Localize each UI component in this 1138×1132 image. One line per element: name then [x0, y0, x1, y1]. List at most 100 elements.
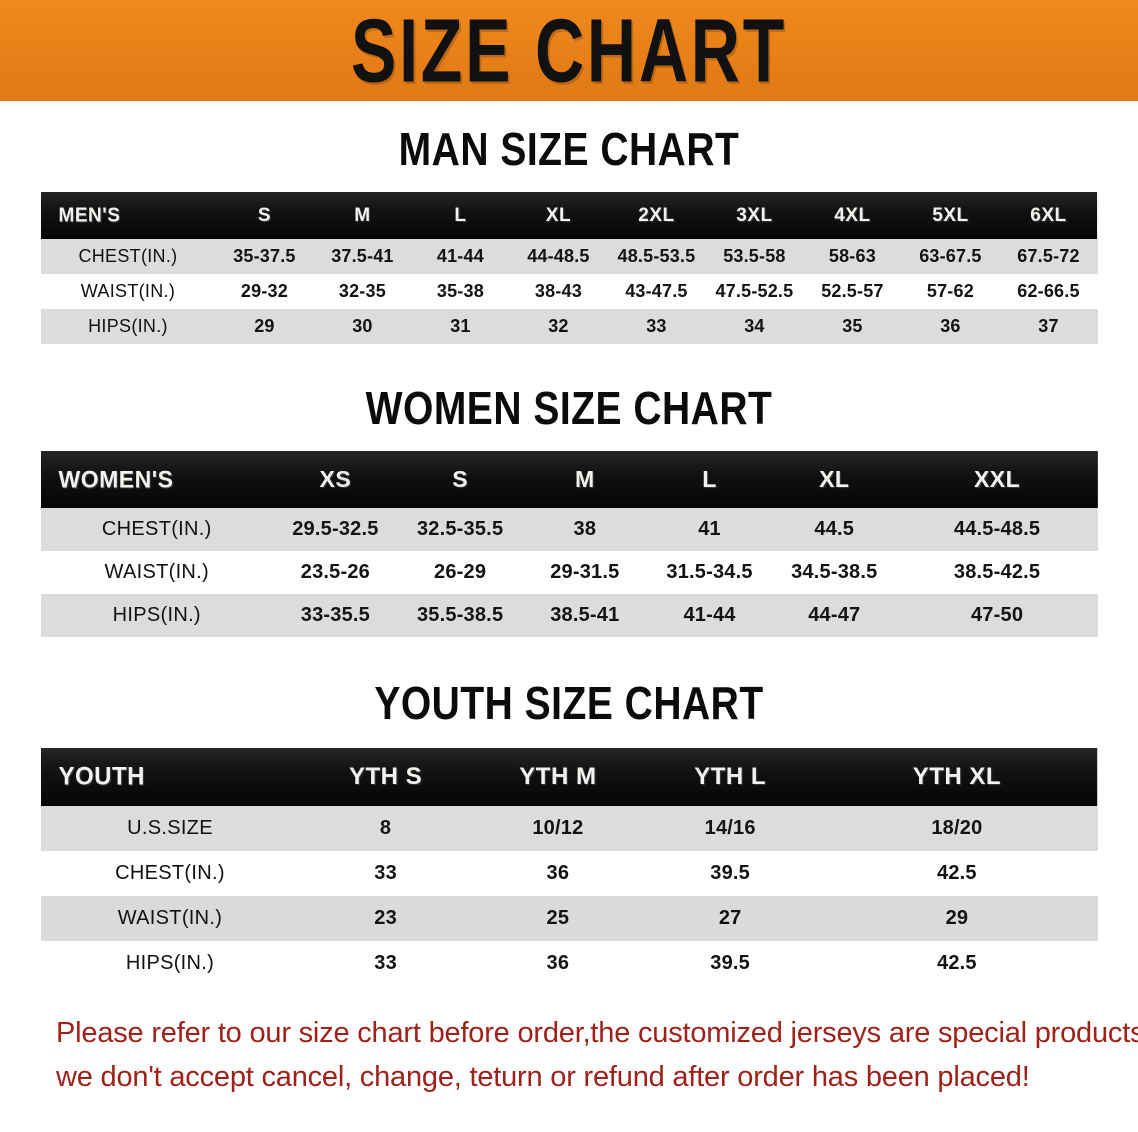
- women-cell-2-1: 35.5-38.5: [416, 604, 504, 626]
- youth-corner-label: YOUTH: [58, 762, 145, 791]
- man-section-title: MAN SIZE CHART: [398, 125, 740, 176]
- women-col-header-4: XL: [819, 466, 850, 492]
- man-cell-1-7: 57-62: [926, 281, 974, 301]
- women-col-header-2: M: [574, 466, 595, 492]
- women-cell-0-1: 32.5-35.5: [416, 518, 504, 540]
- women-corner-label: WOMEN'S: [58, 465, 174, 493]
- banner-title: SIZE CHART: [350, 0, 788, 101]
- youth-header-row: YOUTH YTH S YTH M YTH L YTH XL: [40, 748, 1098, 806]
- youth-cell-2-1: 25: [546, 907, 570, 929]
- women-header-row: WOMEN'S XS S M L XL XXL: [40, 451, 1098, 508]
- man-cell-0-0: 35-37.5: [233, 246, 296, 266]
- man-size-table: MEN'S S M L XL 2XL 3XL 4XL 5XL 6XL CHEST…: [40, 192, 1098, 344]
- women-cell-2-5: 47-50: [970, 604, 1024, 626]
- women-cell-0-5: 44.5-48.5: [953, 518, 1041, 540]
- women-cell-2-4: 44-47: [808, 604, 861, 626]
- banner: SIZE CHART: [0, 0, 1138, 101]
- women-cell-0-2: 38: [573, 518, 597, 540]
- man-cell-1-4: 43-47.5: [625, 281, 688, 301]
- youth-col-header-2: YTH L: [694, 763, 767, 790]
- man-col-header-6: 4XL: [834, 204, 871, 226]
- man-cell-1-2: 35-38: [436, 281, 484, 301]
- man-cell-1-8: 62-66.5: [1017, 281, 1080, 301]
- man-cell-0-1: 37.5-41: [331, 246, 394, 266]
- youth-cell-3-2: 39.5: [710, 952, 751, 974]
- man-col-header-2: L: [454, 204, 467, 226]
- man-cell-0-7: 63-67.5: [919, 246, 982, 266]
- table-row: CHEST(IN.) 33 36 39.5 42.5: [40, 851, 1098, 896]
- youth-cell-1-1: 36: [546, 862, 570, 884]
- man-row-label-2: HIPS(IN.): [88, 316, 168, 336]
- man-cell-0-2: 41-44: [436, 246, 484, 266]
- man-cell-2-3: 32: [548, 316, 569, 336]
- man-col-header-0: S: [257, 204, 272, 226]
- man-cell-0-5: 53.5-58: [723, 246, 786, 266]
- women-cell-1-4: 34.5-38.5: [791, 561, 878, 583]
- man-row-label-0: CHEST(IN.): [78, 246, 178, 266]
- man-cell-0-8: 67.5-72: [1017, 246, 1080, 266]
- table-row: HIPS(IN.) 33 36 39.5 42.5: [40, 941, 1098, 986]
- youth-row-label-0: U.S.SIZE: [127, 817, 213, 839]
- women-cell-2-2: 38.5-41: [550, 604, 620, 626]
- youth-cell-0-2: 14/16: [704, 817, 756, 839]
- man-col-header-4: 2XL: [638, 204, 675, 226]
- man-cell-2-5: 34: [744, 316, 765, 336]
- man-row-label-1: WAIST(IN.): [80, 281, 176, 301]
- youth-cell-2-2: 27: [718, 907, 742, 929]
- man-cell-0-3: 44-48.5: [527, 246, 590, 266]
- youth-row-label-2: WAIST(IN.): [117, 907, 223, 929]
- order-policy-note-line1: Please refer to our size chart before or…: [56, 1017, 1138, 1049]
- man-cell-0-4: 48.5-53.5: [617, 246, 696, 266]
- youth-cell-3-3: 42.5: [937, 952, 977, 974]
- women-cell-1-2: 29-31.5: [550, 561, 620, 583]
- women-table-wrap: WOMEN'S XS S M L XL XXL CHEST(IN.) 29.5-…: [40, 451, 1098, 637]
- youth-cell-1-3: 42.5: [937, 862, 977, 884]
- youth-cell-1-0: 33: [374, 862, 397, 884]
- table-row: HIPS(IN.) 33-35.5 35.5-38.5 38.5-41 41-4…: [40, 594, 1098, 637]
- women-row-label-2: HIPS(IN.): [112, 604, 201, 626]
- youth-col-header-0: YTH S: [349, 763, 423, 790]
- youth-section-title: YOUTH SIZE CHART: [374, 679, 764, 730]
- women-cell-1-0: 23.5-26: [300, 561, 370, 583]
- man-cell-1-1: 32-35: [338, 281, 386, 301]
- man-col-header-1: M: [354, 204, 371, 226]
- youth-table-wrap: YOUTH YTH S YTH M YTH L YTH XL U.S.SIZE …: [40, 748, 1098, 986]
- women-col-header-1: S: [452, 466, 469, 492]
- man-cell-0-6: 58-63: [828, 246, 876, 266]
- table-row: WAIST(IN.) 23.5-26 26-29 29-31.5 31.5-34…: [40, 551, 1098, 594]
- table-row: CHEST(IN.) 29.5-32.5 32.5-35.5 38 41 44.…: [40, 508, 1098, 551]
- table-row: WAIST(IN.) 29-32 32-35 35-38 38-43 43-47…: [40, 274, 1098, 309]
- women-col-header-0: XS: [319, 466, 352, 492]
- man-cell-1-0: 29-32: [240, 281, 288, 301]
- youth-cell-0-1: 10/12: [532, 817, 584, 839]
- youth-size-table: YOUTH YTH S YTH M YTH L YTH XL U.S.SIZE …: [40, 748, 1098, 986]
- man-cell-1-6: 52.5-57: [821, 281, 884, 301]
- man-cell-2-8: 37: [1038, 316, 1059, 336]
- youth-cell-0-0: 8: [379, 817, 392, 839]
- table-row: HIPS(IN.) 29 30 31 32 33 34 35 36 37: [40, 309, 1098, 344]
- youth-cell-2-0: 23: [374, 907, 397, 929]
- man-header-row: MEN'S S M L XL 2XL 3XL 4XL 5XL 6XL: [40, 192, 1098, 239]
- women-size-table: WOMEN'S XS S M L XL XXL CHEST(IN.) 29.5-…: [40, 451, 1098, 637]
- youth-cell-0-3: 18/20: [931, 817, 983, 839]
- man-cell-2-7: 36: [940, 316, 961, 336]
- youth-cell-3-0: 33: [374, 952, 397, 974]
- women-cell-2-0: 33-35.5: [300, 604, 370, 626]
- man-col-header-8: 6XL: [1030, 204, 1067, 226]
- women-cell-0-0: 29.5-32.5: [292, 518, 379, 540]
- youth-col-header-1: YTH M: [519, 763, 597, 790]
- order-policy-note-line2: we don't accept cancel, change, teturn o…: [56, 1060, 1030, 1093]
- youth-col-header-3: YTH XL: [912, 763, 1002, 790]
- women-cell-1-1: 26-29: [434, 561, 487, 583]
- man-cell-1-5: 47.5-52.5: [715, 281, 794, 301]
- table-row: U.S.SIZE 8 10/12 14/16 18/20: [40, 806, 1098, 851]
- man-col-header-7: 5XL: [932, 204, 969, 226]
- man-corner-label: MEN'S: [58, 203, 121, 226]
- youth-row-label-3: HIPS(IN.): [125, 952, 215, 974]
- women-cell-0-4: 44.5: [814, 518, 855, 540]
- man-cell-2-4: 33: [646, 316, 667, 336]
- man-cell-1-3: 38-43: [534, 281, 582, 301]
- women-cell-1-3: 31.5-34.5: [666, 561, 753, 583]
- man-cell-2-0: 29: [254, 316, 275, 336]
- order-policy-note: Please refer to our size chart before or…: [34, 1012, 1138, 1099]
